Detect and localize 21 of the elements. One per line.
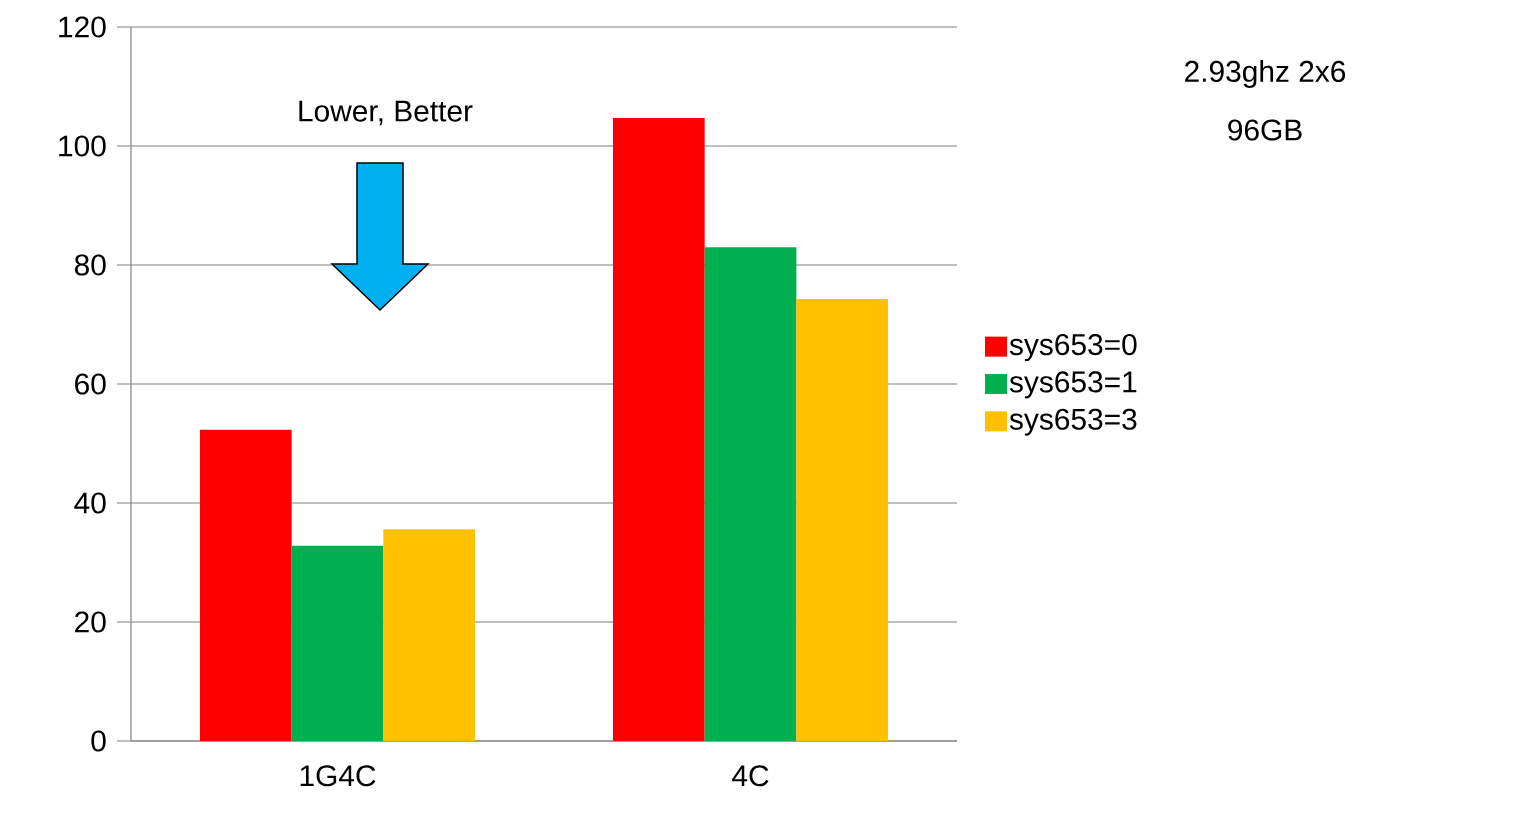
bar <box>291 545 384 741</box>
x-tick-label: 4C <box>732 765 769 787</box>
annotation: Lower, Better <box>299 100 473 126</box>
legend-label: sys653=0 <box>1009 333 1137 362</box>
text: 2.93ghz 2x6 <box>1185 60 1346 88</box>
y-tick-label: 80 <box>74 254 106 276</box>
y-tick-label: 0 <box>91 730 106 752</box>
bar <box>796 298 889 741</box>
y-tick-label: 120 <box>59 16 106 38</box>
legend-label: sys653=1 <box>1009 371 1137 399</box>
y-tick-label: 100 <box>59 135 106 157</box>
bar <box>612 118 705 741</box>
y-tick-label: 60 <box>75 373 106 395</box>
y-tick-label: 40 <box>74 492 106 514</box>
bar <box>704 247 797 741</box>
bar <box>199 429 292 741</box>
text: 96GB <box>1228 119 1302 141</box>
x-tick-label: 1G4C <box>300 765 376 787</box>
bar <box>383 529 476 741</box>
legend-label: sys653=3 <box>1009 408 1137 436</box>
y-tick-label: 20 <box>75 611 106 633</box>
